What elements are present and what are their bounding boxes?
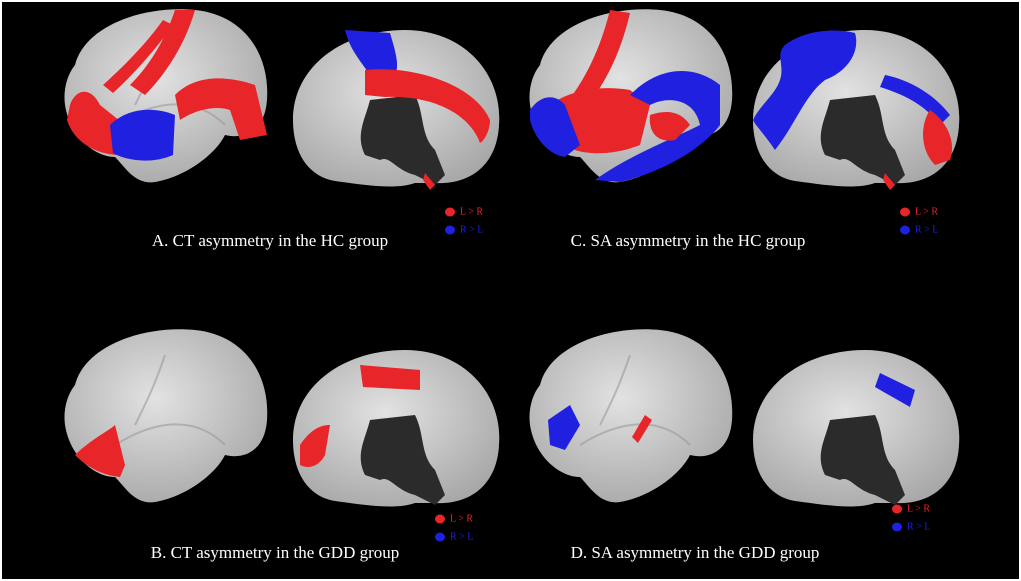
caption: D. SA asymmetry in the GDD group <box>571 543 820 562</box>
legend-dot <box>892 504 902 514</box>
legends: L > R R > L L > R R > L L > R R > L L > R R > L <box>435 206 938 542</box>
legend-label: L > R <box>460 206 483 217</box>
legend-label: R > L <box>450 531 473 542</box>
legend-dot <box>445 207 455 217</box>
legend-label: L > R <box>907 503 930 514</box>
legend-dot <box>435 514 445 524</box>
legend-dot <box>900 225 910 235</box>
caption: B. CT asymmetry in the GDD group <box>151 543 400 562</box>
legend-label: R > L <box>907 521 930 532</box>
panel-b-brains <box>64 329 268 503</box>
legend-dot <box>900 207 910 217</box>
panel-d-medial <box>753 350 960 507</box>
panel-b-medial <box>293 350 500 507</box>
panel-d-brains <box>529 329 733 503</box>
panel-c-brains <box>529 9 733 183</box>
caption: C. SA asymmetry in the HC group <box>571 231 806 250</box>
legend-dot <box>892 522 902 532</box>
caption: A. CT asymmetry in the HC group <box>152 231 388 250</box>
legend-label: R > L <box>915 224 938 235</box>
panel-a-brains <box>64 9 268 183</box>
legend-dot <box>445 225 455 235</box>
panel-c-medial <box>753 30 960 190</box>
legend-label: L > R <box>450 513 473 524</box>
legend-label: R > L <box>460 224 483 235</box>
legend-dot <box>435 532 445 542</box>
legend-label: L > R <box>915 206 938 217</box>
panel-a-medial <box>293 30 500 190</box>
